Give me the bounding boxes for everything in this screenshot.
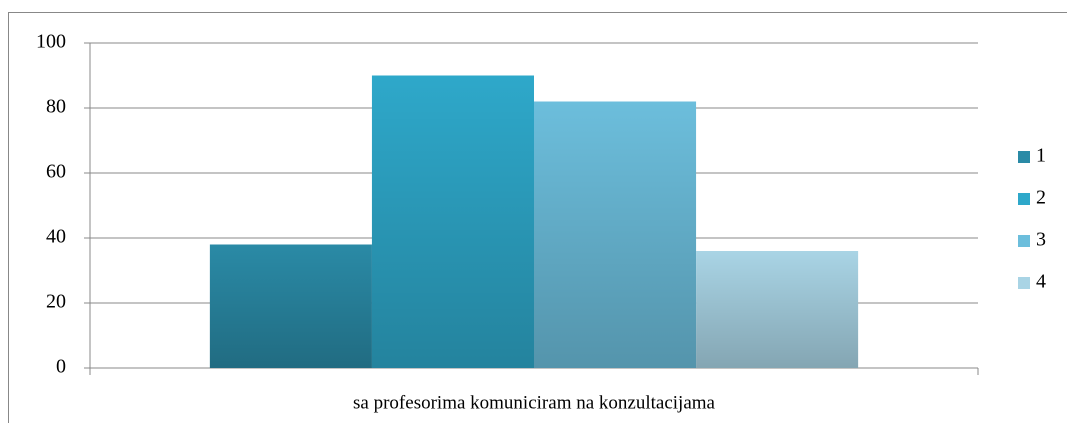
legend-swatch [1018, 151, 1030, 163]
y-tick-label: 60 [46, 161, 66, 183]
y-tick-label: 40 [46, 226, 66, 248]
bar-shade [696, 251, 859, 368]
y-tick-label: 80 [46, 96, 66, 118]
legend-swatch [1018, 235, 1030, 247]
legend-swatch [1018, 193, 1030, 205]
legend-label: 1 [1036, 145, 1046, 167]
bar-shade [371, 75, 534, 368]
legend-label: 3 [1036, 229, 1046, 251]
y-tick-label: 20 [46, 291, 66, 313]
y-tick-label: 100 [36, 31, 66, 53]
legend-label: 2 [1036, 187, 1046, 209]
bar-shade [534, 101, 697, 368]
bar-shade [209, 244, 372, 368]
x-tick-label: sa profesorima komuniciram na konzultaci… [353, 392, 715, 413]
y-tick-label: 0 [56, 356, 66, 378]
legend-swatch [1018, 277, 1030, 289]
legend-label: 4 [1036, 271, 1046, 293]
